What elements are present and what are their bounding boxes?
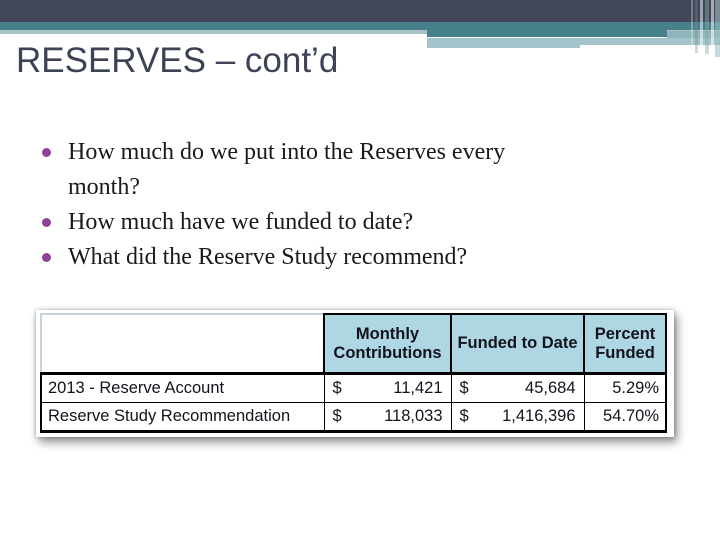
header-white-stripe (580, 45, 720, 48)
bullet-text: month? (68, 174, 140, 200)
header-cell-monthly-contributions: Monthly Contributions (323, 313, 452, 375)
header-cell-funded-to-date: Funded to Date (450, 313, 585, 375)
header-cell-blank (40, 313, 325, 375)
percent-funded-cell: 54.70% (583, 402, 667, 433)
bullet-item: What did the Reserve Study recommend? (40, 240, 665, 275)
bullet-text: What did the Reserve Study recommend? (68, 244, 468, 270)
bullet-dot-icon (42, 218, 51, 227)
monthly-contribution-cell: $ 11,421 (323, 373, 452, 403)
currency-symbol: $ (459, 379, 469, 397)
amount-value: 118,033 (384, 407, 443, 425)
header-light-strip (0, 30, 720, 34)
corner-stripe (705, 0, 709, 54)
header-cell-percent-funded: Percent Funded (583, 313, 667, 375)
row-label: Reserve Study Recommendation (40, 402, 325, 433)
corner-stripe (715, 0, 720, 57)
currency-symbol: $ (332, 407, 342, 425)
bullet-item: How much do we put into the Reserves eve… (40, 135, 665, 205)
currency-symbol: $ (332, 379, 342, 397)
header-right-teal-block (427, 22, 667, 37)
currency-symbol: $ (459, 407, 469, 425)
table-header-row: Monthly Contributions Funded to Date Per… (40, 313, 667, 375)
bullet-item: How much have we funded to date? (40, 205, 665, 240)
header-dark-band (0, 0, 720, 23)
funded-to-date-cell: $ 1,416,396 (450, 402, 585, 433)
amount-value: 1,416,396 (502, 407, 576, 425)
bullet-list: How much do we put into the Reserves eve… (40, 135, 665, 275)
bullet-dot-icon (42, 148, 51, 157)
corner-stripe (700, 0, 703, 50)
reserves-table: Monthly Contributions Funded to Date Per… (36, 310, 674, 437)
row-label: 2013 - Reserve Account (40, 373, 325, 403)
bullet-text: How much do we put into the Reserves eve… (68, 139, 506, 165)
funded-to-date-cell: $ 45,684 (450, 373, 585, 403)
table-row: Reserve Study Recommendation $ 118,033 $… (40, 402, 667, 433)
corner-stripe (711, 0, 714, 51)
corner-stripe (691, 0, 693, 50)
bullet-text: How much have we funded to date? (68, 209, 414, 235)
reserves-data-table: Monthly Contributions Funded to Date Per… (40, 313, 667, 433)
slide-title: RESERVES – cont’d (16, 41, 339, 80)
header-right-light-block (427, 38, 720, 48)
header-teal-band (0, 22, 720, 31)
corner-stripe (695, 0, 698, 53)
bullet-dot-icon (42, 253, 51, 262)
monthly-contribution-cell: $ 118,033 (323, 402, 452, 433)
percent-funded-cell: 5.29% (583, 373, 667, 403)
amount-value: 45,684 (525, 379, 576, 397)
amount-value: 11,421 (393, 379, 443, 397)
table-row: 2013 - Reserve Account $ 11,421 $ 45,684… (40, 373, 667, 403)
